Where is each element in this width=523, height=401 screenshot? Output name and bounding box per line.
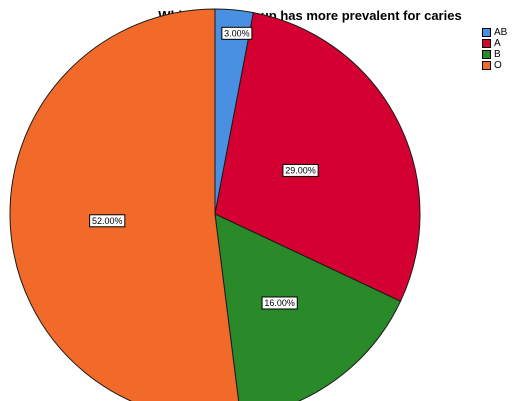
legend-item-b: B <box>482 49 507 60</box>
svg-text:3.00%: 3.00% <box>224 28 250 38</box>
data-label-a: 29.00% <box>282 163 319 177</box>
legend-label: AB <box>494 27 508 38</box>
pie-slice-a <box>214 12 421 302</box>
legend-swatch <box>482 61 491 70</box>
legend-label: B <box>494 49 501 60</box>
pie-slice-o <box>9 8 240 401</box>
legend-item-o: O <box>482 60 507 71</box>
data-label-ab: 3.00% <box>221 26 253 40</box>
legend-swatch <box>482 50 491 59</box>
svg-text:29.00%: 29.00% <box>285 165 316 175</box>
legend-item-a: A <box>482 38 507 49</box>
legend-swatch <box>482 39 491 48</box>
legend-label: A <box>494 38 501 49</box>
legend-label: O <box>494 60 502 71</box>
legend: AB A B O <box>482 27 507 71</box>
pie-slice-b <box>214 213 402 401</box>
data-label-b: 16.00% <box>261 296 298 310</box>
svg-text:52.00%: 52.00% <box>92 216 123 226</box>
svg-text:16.00%: 16.00% <box>264 298 295 308</box>
legend-swatch <box>482 28 491 37</box>
legend-item-ab: AB <box>482 27 507 38</box>
data-label-o: 52.00% <box>89 214 126 228</box>
